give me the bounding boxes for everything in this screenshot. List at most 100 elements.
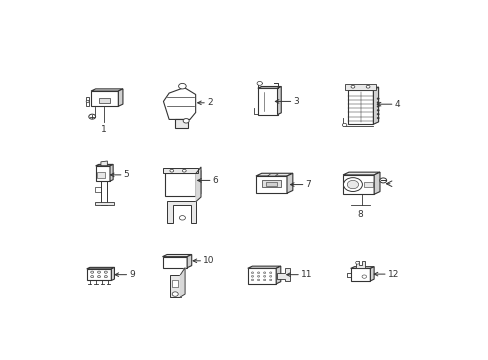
Polygon shape bbox=[86, 97, 89, 105]
Bar bbox=[97, 172, 105, 179]
Circle shape bbox=[97, 271, 101, 273]
Circle shape bbox=[257, 279, 259, 281]
Circle shape bbox=[269, 275, 271, 277]
Polygon shape bbox=[164, 171, 201, 173]
Circle shape bbox=[269, 272, 271, 274]
Polygon shape bbox=[91, 89, 122, 91]
Polygon shape bbox=[175, 120, 188, 128]
Polygon shape bbox=[343, 172, 379, 175]
Polygon shape bbox=[355, 261, 365, 269]
Circle shape bbox=[346, 180, 358, 189]
Circle shape bbox=[172, 292, 178, 296]
Polygon shape bbox=[247, 266, 280, 268]
Circle shape bbox=[257, 272, 259, 274]
Circle shape bbox=[379, 178, 386, 183]
Polygon shape bbox=[286, 173, 292, 193]
Polygon shape bbox=[111, 267, 114, 280]
Circle shape bbox=[183, 118, 189, 123]
Polygon shape bbox=[373, 172, 379, 194]
Bar bbox=[265, 182, 277, 186]
Polygon shape bbox=[91, 91, 118, 106]
Polygon shape bbox=[369, 267, 373, 281]
Polygon shape bbox=[350, 269, 369, 281]
Polygon shape bbox=[164, 173, 196, 196]
Polygon shape bbox=[196, 171, 201, 196]
Polygon shape bbox=[247, 268, 276, 284]
Circle shape bbox=[269, 279, 271, 281]
Circle shape bbox=[376, 113, 379, 115]
Circle shape bbox=[343, 177, 362, 192]
Circle shape bbox=[263, 272, 265, 274]
Polygon shape bbox=[187, 255, 191, 268]
Circle shape bbox=[178, 84, 186, 89]
Polygon shape bbox=[255, 176, 286, 193]
Polygon shape bbox=[95, 202, 114, 205]
Circle shape bbox=[169, 169, 173, 172]
Bar bbox=[171, 280, 178, 287]
Text: 4: 4 bbox=[377, 100, 400, 109]
Circle shape bbox=[376, 102, 379, 103]
Polygon shape bbox=[162, 257, 187, 268]
Polygon shape bbox=[101, 161, 107, 166]
Polygon shape bbox=[118, 89, 122, 106]
Polygon shape bbox=[350, 267, 373, 269]
Bar bbox=[364, 182, 372, 187]
Circle shape bbox=[376, 109, 379, 111]
Circle shape bbox=[182, 169, 186, 172]
Circle shape bbox=[251, 279, 253, 281]
Circle shape bbox=[251, 275, 253, 277]
Text: 9: 9 bbox=[115, 270, 135, 279]
Polygon shape bbox=[86, 267, 114, 269]
Bar bbox=[170, 275, 180, 297]
Text: 8: 8 bbox=[357, 210, 363, 219]
Text: 10: 10 bbox=[193, 256, 214, 265]
Polygon shape bbox=[277, 86, 281, 114]
Text: 7: 7 bbox=[290, 180, 311, 189]
Polygon shape bbox=[167, 202, 195, 223]
Polygon shape bbox=[257, 86, 281, 88]
Polygon shape bbox=[96, 165, 113, 166]
Circle shape bbox=[263, 279, 265, 281]
Polygon shape bbox=[277, 268, 289, 281]
Circle shape bbox=[376, 117, 379, 119]
Polygon shape bbox=[255, 173, 292, 176]
Bar bbox=[262, 180, 280, 187]
Polygon shape bbox=[180, 268, 184, 297]
Polygon shape bbox=[276, 266, 280, 284]
Polygon shape bbox=[347, 87, 378, 90]
Text: 3: 3 bbox=[275, 97, 299, 106]
Circle shape bbox=[366, 85, 369, 88]
Bar bbox=[344, 84, 376, 90]
Text: 12: 12 bbox=[373, 270, 398, 279]
Circle shape bbox=[376, 98, 379, 99]
Polygon shape bbox=[163, 87, 195, 120]
Circle shape bbox=[361, 275, 366, 278]
Polygon shape bbox=[267, 174, 278, 176]
Circle shape bbox=[86, 100, 89, 103]
Circle shape bbox=[257, 275, 259, 277]
Text: 2: 2 bbox=[197, 98, 212, 107]
Polygon shape bbox=[110, 165, 113, 181]
Circle shape bbox=[350, 85, 354, 88]
Bar bbox=[99, 98, 109, 103]
Polygon shape bbox=[257, 88, 277, 114]
Text: 11: 11 bbox=[286, 270, 312, 279]
Polygon shape bbox=[163, 168, 198, 173]
Text: 6: 6 bbox=[197, 176, 218, 185]
Circle shape bbox=[104, 271, 107, 273]
Polygon shape bbox=[343, 175, 373, 194]
Circle shape bbox=[376, 105, 379, 107]
Circle shape bbox=[104, 275, 107, 278]
Circle shape bbox=[90, 275, 94, 278]
Circle shape bbox=[263, 275, 265, 277]
Text: 1: 1 bbox=[101, 125, 106, 134]
Polygon shape bbox=[347, 90, 373, 124]
Circle shape bbox=[257, 81, 262, 85]
Circle shape bbox=[89, 114, 96, 119]
Polygon shape bbox=[96, 166, 110, 181]
Circle shape bbox=[251, 272, 253, 274]
Polygon shape bbox=[162, 255, 191, 257]
Circle shape bbox=[342, 123, 346, 127]
Polygon shape bbox=[373, 87, 378, 124]
Circle shape bbox=[355, 261, 359, 264]
